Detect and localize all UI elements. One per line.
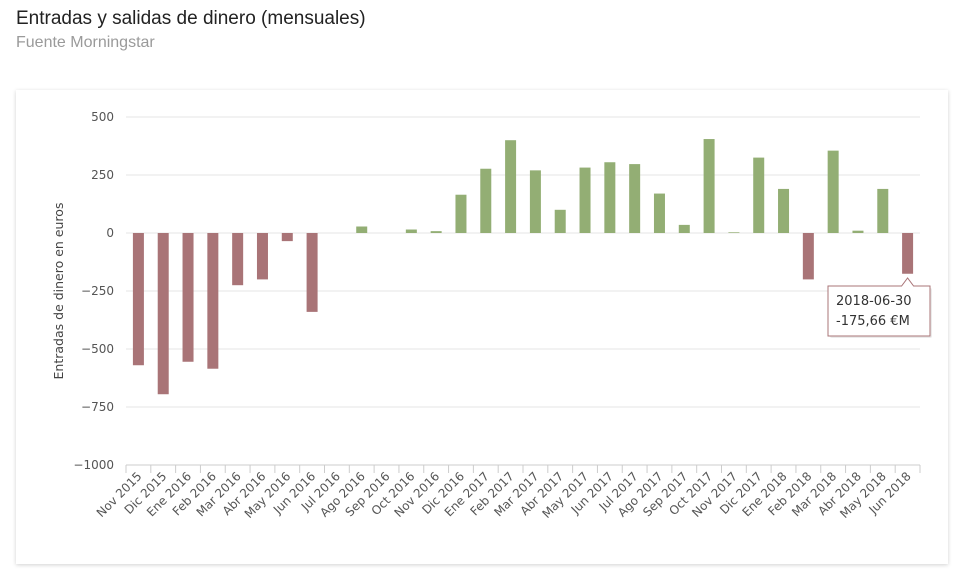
bar[interactable] xyxy=(232,233,244,286)
bar[interactable] xyxy=(629,164,641,233)
bar[interactable] xyxy=(778,188,790,233)
bar[interactable] xyxy=(480,168,492,233)
bar[interactable] xyxy=(182,233,194,362)
bar[interactable] xyxy=(157,233,169,395)
y-axis-title: Entradas de dinero en euros xyxy=(51,203,66,380)
bar[interactable] xyxy=(827,150,839,233)
bar[interactable] xyxy=(678,224,690,233)
bar[interactable] xyxy=(703,139,715,233)
tooltip: 2018-06-30 -175,66 €M xyxy=(827,277,932,338)
bar[interactable] xyxy=(281,233,293,242)
bar[interactable] xyxy=(852,230,864,233)
bar[interactable] xyxy=(604,162,616,233)
chart-subtitle: Fuente Morningstar xyxy=(16,34,155,51)
bar[interactable] xyxy=(256,233,268,280)
x-axis xyxy=(125,464,921,473)
tooltip-box xyxy=(827,277,931,337)
tooltip-date: 2018-06-30 xyxy=(836,294,912,309)
y-tick-label: 250 xyxy=(91,168,114,182)
bar[interactable] xyxy=(356,226,368,233)
bar[interactable] xyxy=(132,233,144,366)
bar[interactable] xyxy=(728,232,740,233)
y-tick-label: −250 xyxy=(81,284,114,298)
y-tick-label: −500 xyxy=(81,342,114,356)
bar[interactable] xyxy=(554,209,566,233)
bar[interactable] xyxy=(455,194,467,233)
bar[interactable] xyxy=(505,140,517,233)
bar[interactable] xyxy=(877,188,889,233)
bar[interactable] xyxy=(430,231,442,233)
grid-lines xyxy=(126,116,920,466)
y-tick-label: 500 xyxy=(91,110,114,124)
tooltip-value: -175,66 €M xyxy=(836,314,910,329)
y-axis-ticks: 500 250 0 −250 −500 −750 −1000 xyxy=(73,110,114,472)
bar[interactable] xyxy=(529,170,541,233)
bars xyxy=(132,139,914,395)
chart-card: 500 250 0 −250 −500 −750 −1000 Nov 2015 Dic 201… xyxy=(16,90,948,564)
bar[interactable] xyxy=(753,157,765,233)
bar[interactable] xyxy=(579,167,591,233)
y-tick-label: −750 xyxy=(81,400,114,414)
bar[interactable] xyxy=(902,233,914,274)
bar[interactable] xyxy=(802,233,814,280)
y-tick-label: 0 xyxy=(106,226,114,240)
bar[interactable] xyxy=(306,233,318,312)
chart-title: Entradas y salidas de dinero (mensuales) xyxy=(16,8,366,29)
y-tick-label: −1000 xyxy=(73,458,114,472)
bar[interactable] xyxy=(653,193,665,233)
bar[interactable] xyxy=(207,233,219,369)
bar[interactable] xyxy=(405,229,417,233)
